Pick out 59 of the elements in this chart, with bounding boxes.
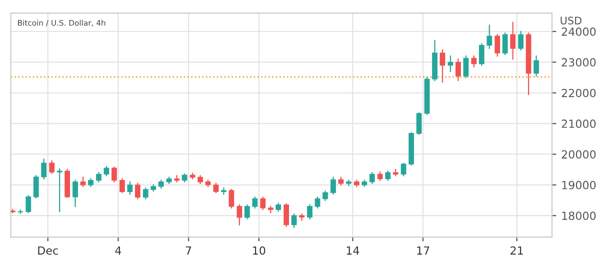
candlestick (440, 49, 446, 83)
candlestick (456, 58, 461, 82)
candlestick (213, 182, 219, 194)
x-tick-label: 14 (346, 246, 360, 255)
candlestick (244, 204, 250, 220)
y-tick-label: 24000 (562, 27, 596, 36)
candlestick (72, 180, 78, 207)
x-tick-label: 17 (417, 246, 430, 255)
candlestick (134, 182, 140, 200)
candlestick (534, 55, 539, 77)
y-tick-label: 21000 (562, 120, 596, 128)
x-tick-label: 21 (510, 246, 523, 255)
y-tick-label: 22000 (562, 88, 596, 98)
candlestick (236, 204, 242, 226)
x-tick-label: 7 (186, 246, 192, 255)
candlestick (400, 162, 406, 176)
candlestick (112, 166, 117, 182)
candlestick (486, 24, 492, 49)
y-tick-label: 19000 (562, 180, 596, 190)
candlestick (471, 55, 477, 68)
candlestick (416, 112, 422, 135)
candlestick (307, 204, 312, 220)
x-tick-label: Dec (38, 246, 58, 255)
candlestick (330, 176, 336, 195)
candlestick (80, 176, 86, 188)
candlestick (260, 196, 266, 210)
candlestick (252, 196, 258, 208)
candlestick (510, 22, 516, 60)
candlestick (518, 30, 524, 50)
x-tick-label: 10 (253, 246, 266, 255)
candlestick (104, 166, 110, 176)
candlestick (56, 168, 62, 212)
candlestick (41, 158, 47, 180)
candlestick (26, 195, 32, 214)
candlestick (314, 196, 320, 208)
candlestick (142, 187, 148, 200)
candlestick (346, 180, 352, 186)
candlestick (322, 190, 328, 201)
candlestick (463, 55, 469, 78)
candlestick (228, 188, 234, 208)
candlestick (299, 214, 304, 221)
candlestick (478, 43, 484, 66)
candlestick (284, 203, 290, 227)
candlestick (33, 175, 39, 198)
candlestick (385, 170, 391, 181)
candlestick (369, 172, 375, 184)
y-tick-label: 20000 (562, 150, 596, 159)
candlestick (96, 172, 102, 182)
candlestick (127, 181, 133, 195)
y-axis-title: USD (560, 16, 582, 25)
candlestick (502, 32, 508, 56)
y-tick-label: 18000 (562, 212, 596, 220)
y-tick-label: 23000 (562, 58, 596, 67)
candlestick (291, 214, 297, 228)
candlestick (221, 187, 226, 195)
candlestick (119, 178, 125, 194)
candlestick (494, 34, 500, 57)
x-tick-label: 4 (115, 246, 122, 255)
candlestick (49, 160, 55, 174)
